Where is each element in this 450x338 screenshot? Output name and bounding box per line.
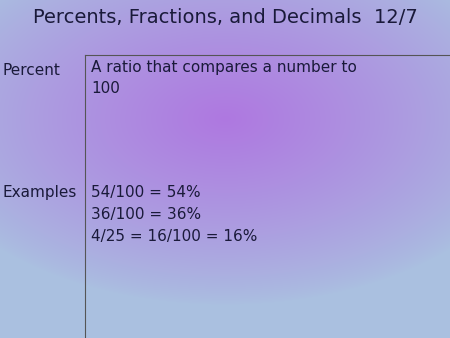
Text: 4/25 = 16/100 = 16%: 4/25 = 16/100 = 16% — [91, 229, 257, 244]
Text: Percent: Percent — [3, 63, 61, 78]
Text: A ratio that compares a number to
100: A ratio that compares a number to 100 — [91, 60, 357, 96]
Text: 36/100 = 36%: 36/100 = 36% — [91, 207, 201, 222]
Text: 54/100 = 54%: 54/100 = 54% — [91, 185, 201, 200]
Text: Percents, Fractions, and Decimals  12/7: Percents, Fractions, and Decimals 12/7 — [32, 8, 418, 27]
Text: Examples: Examples — [3, 185, 77, 200]
